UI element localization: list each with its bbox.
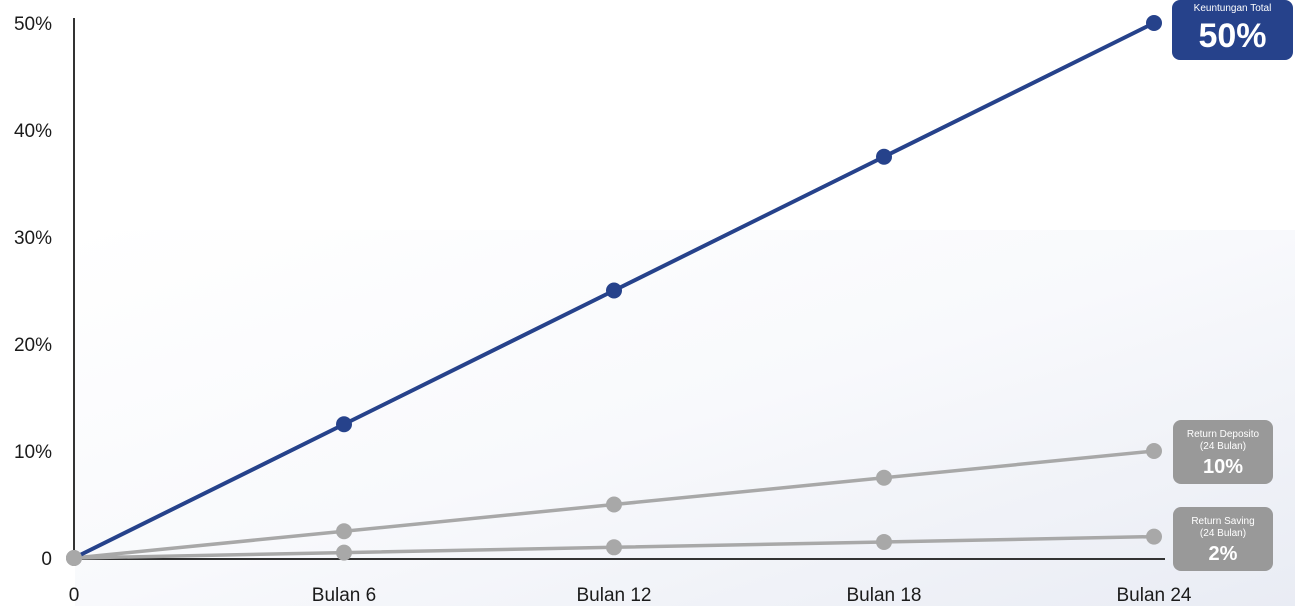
y-tick-label: 50% bbox=[14, 14, 52, 35]
callout-label: Keuntungan Total bbox=[1194, 3, 1272, 14]
series-layer bbox=[66, 15, 1162, 566]
data-point bbox=[336, 523, 352, 540]
data-point bbox=[876, 533, 892, 550]
data-point bbox=[876, 148, 892, 165]
data-point bbox=[606, 539, 622, 556]
callout-sublabel: (24 Bulan) bbox=[1200, 441, 1246, 452]
data-point bbox=[336, 544, 352, 561]
data-point bbox=[1146, 15, 1162, 31]
callout-value: 50% bbox=[1198, 17, 1266, 55]
y-tick-label: 30% bbox=[14, 228, 52, 249]
x-tick-label: Bulan 24 bbox=[1116, 585, 1191, 606]
x-tick-label: 0 bbox=[69, 585, 80, 606]
callout-box bbox=[1173, 420, 1273, 484]
data-point bbox=[1146, 528, 1162, 545]
y-tick-label: 20% bbox=[14, 335, 52, 356]
callout-label: Return Saving bbox=[1191, 516, 1254, 527]
callout-sublabel: (24 Bulan) bbox=[1200, 528, 1246, 539]
x-tick-label: Bulan 18 bbox=[846, 585, 921, 606]
data-point bbox=[336, 416, 352, 433]
data-point bbox=[66, 550, 82, 566]
x-tick-label: Bulan 12 bbox=[576, 585, 651, 606]
callout-box bbox=[1172, 0, 1293, 60]
data-point bbox=[1146, 443, 1162, 459]
callout-box bbox=[1173, 507, 1273, 571]
callout-badge: Keuntungan Total 50% bbox=[1172, 0, 1293, 60]
plot-shading bbox=[75, 230, 1295, 606]
callout-badge: Return Deposito(24 Bulan) 10% bbox=[1173, 420, 1273, 484]
callout-label: Return Deposito bbox=[1187, 429, 1260, 440]
y-tick-label: 0 bbox=[41, 549, 52, 570]
callout-value: 2% bbox=[1209, 543, 1238, 565]
axes: 0 10% 20% 30% 40% 50% 0 Bulan 6 Bulan 12 Bulan 18… bbox=[14, 14, 1192, 606]
data-point bbox=[606, 282, 622, 299]
callout-badge: Return Saving(24 Bulan) 2% bbox=[1173, 507, 1273, 571]
y-tick-label: 10% bbox=[14, 442, 52, 463]
x-tick-label: Bulan 6 bbox=[312, 585, 376, 606]
y-tick-label: 40% bbox=[14, 121, 52, 142]
callout-value: 10% bbox=[1203, 456, 1243, 478]
data-point bbox=[606, 496, 622, 513]
data-point bbox=[876, 469, 892, 486]
